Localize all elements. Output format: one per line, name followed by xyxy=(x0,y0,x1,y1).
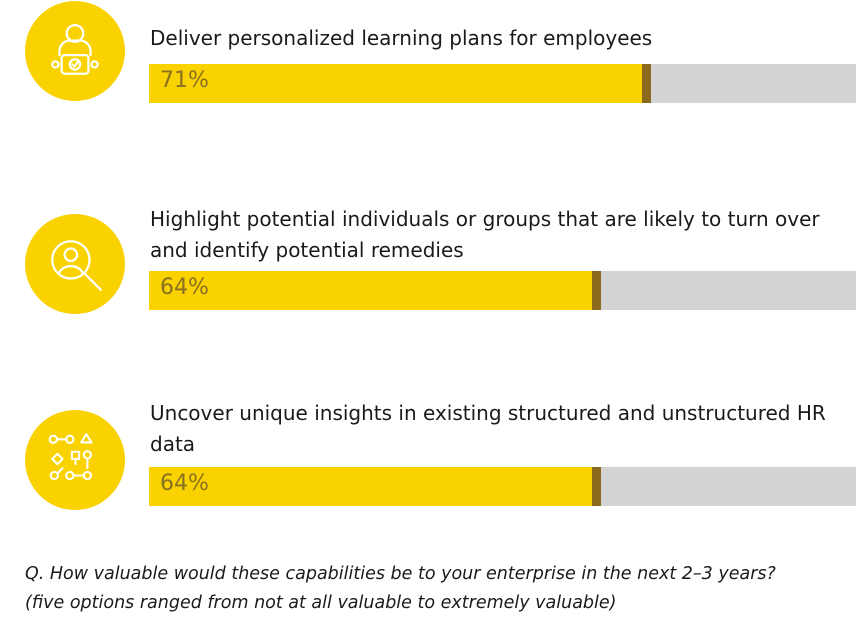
person-with-tablet-icon xyxy=(51,24,99,75)
bar-fill xyxy=(149,64,651,103)
bar-track: 64% xyxy=(149,467,856,506)
category-label: Uncover unique insights in existing stru… xyxy=(150,401,826,456)
circle-badge xyxy=(25,410,125,510)
category-label: Highlight potential individuals or group… xyxy=(150,207,820,262)
bar-track: 64% xyxy=(149,271,856,310)
bar-fill xyxy=(149,467,601,506)
survey-question-footnote: Q. How valuable would these capabilities… xyxy=(25,560,855,618)
category-label: Deliver personalized learning plans for … xyxy=(150,26,653,50)
bar-end-cap xyxy=(592,271,601,310)
data-nodes-flow-icon xyxy=(48,433,93,481)
bar-fill xyxy=(149,271,601,310)
bar-value-label: 64% xyxy=(160,471,209,496)
bar-value-label: 64% xyxy=(160,275,209,300)
bar-value-label: 71% xyxy=(160,68,209,93)
magnifier-person-icon xyxy=(51,240,102,291)
bar-track: 71% xyxy=(149,64,856,103)
footnote-question: Q. How valuable would these capabilities… xyxy=(25,564,776,584)
footnote-scale-note: (five options ranged from not at all val… xyxy=(25,593,617,613)
circle-badge xyxy=(25,1,125,101)
bar-end-cap xyxy=(642,64,651,103)
bar-end-cap xyxy=(592,467,601,506)
circle-badge xyxy=(25,214,125,314)
